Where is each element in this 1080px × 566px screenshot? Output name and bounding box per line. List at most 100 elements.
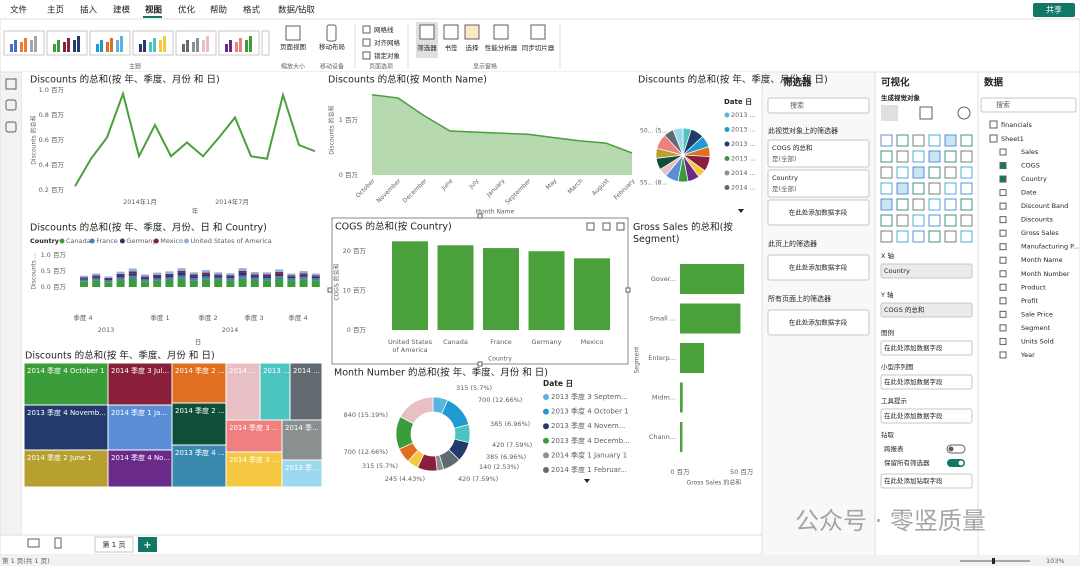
table-name[interactable]: Sheet1 [1001,135,1024,143]
menu-item[interactable]: 优化 [178,5,196,16]
visual-type-icon[interactable] [896,214,909,227]
visual-type-icon[interactable] [880,134,893,147]
checkbox-label[interactable]: 网格线 [374,25,394,34]
theme-dropdown[interactable] [261,30,270,56]
more-icon[interactable] [616,222,625,231]
search-placeholder[interactable]: 搜索 [996,100,1010,109]
ribbon-button[interactable]: 书签 [445,43,459,52]
visual-type-icon[interactable] [880,182,893,195]
menu-item[interactable]: 建模 [113,5,131,16]
field-checkbox[interactable] [999,148,1007,156]
checkbox-label[interactable]: 对齐网格 [374,38,401,47]
treemap-cell[interactable] [171,444,227,488]
drop-zone[interactable] [880,340,973,356]
field-name[interactable]: Profit [1021,297,1038,305]
visual-type-icon[interactable] [928,182,941,195]
treemap-cell[interactable] [289,362,323,421]
field-checkbox[interactable] [999,256,1007,264]
bar[interactable] [528,251,565,330]
view-icon[interactable] [5,121,17,133]
visual-type-icon[interactable] [912,182,925,195]
visual-type-icon[interactable] [880,214,893,227]
analytics-tab[interactable] [957,106,971,120]
field-checkbox[interactable] [999,310,1007,318]
field-checkbox[interactable] [999,189,1007,197]
visual-type-icon[interactable] [944,166,957,179]
mobile-icon[interactable] [326,24,337,42]
drop-zone-label[interactable]: 在此处添加数据字段 [884,377,943,386]
field-well[interactable] [880,302,973,318]
visual-type-icon[interactable] [880,166,893,179]
ribbon-button[interactable]: 同步切片器 [522,43,555,52]
visual-type-icon[interactable] [896,230,909,243]
visual-type-icon[interactable] [944,230,957,243]
treemap-cell[interactable] [171,402,227,446]
build-tab-active[interactable] [881,105,898,121]
field-checkbox[interactable] [999,270,1007,278]
field-checkbox[interactable] [999,202,1007,210]
drop-zone-label[interactable]: 在此处添加数据字段 [789,318,848,327]
visual-type-icon[interactable] [912,134,925,147]
visual-type-icon[interactable] [960,134,973,147]
field-checkbox[interactable] [999,216,1007,224]
treemap-cell[interactable] [225,419,283,453]
bar[interactable] [574,258,610,330]
visual-type-icon[interactable] [928,150,941,163]
desktop-view-icon[interactable] [27,538,40,548]
filter-card[interactable] [767,169,870,198]
field-checkbox[interactable] [999,162,1007,170]
field-checkbox[interactable] [999,297,1007,305]
visual-type-icon[interactable] [928,198,941,211]
drop-zone-label[interactable]: 在此处添加数据字段 [789,208,848,217]
visual-type-icon[interactable] [944,150,957,163]
visual-type-icon[interactable] [880,230,893,243]
well-field[interactable]: COGS 的总和 [884,305,924,314]
field-name[interactable]: Units Sold [1021,337,1054,345]
field-name[interactable]: Country [1021,175,1047,183]
visual-type-icon[interactable] [944,134,957,147]
bar[interactable] [437,245,474,330]
treemap-cell[interactable] [107,362,173,406]
treemap-cell[interactable] [225,451,283,488]
visual-type-icon[interactable] [960,166,973,179]
ribbon-button[interactable]: 性能分析器 [485,43,518,52]
add-page-button[interactable] [138,537,157,552]
visual-type-icon[interactable] [880,150,893,163]
field-checkbox[interactable] [999,351,1007,359]
bar[interactable] [483,248,519,330]
visual-type-icon[interactable] [960,182,973,195]
treemap-cell[interactable] [225,362,261,421]
menu-item[interactable]: 插入 [80,5,98,16]
treemap-cell[interactable] [259,362,291,421]
field-name[interactable]: Manufacturing P... [1021,243,1079,251]
field-checkbox[interactable] [999,283,1007,291]
filter-icon[interactable] [586,222,595,231]
search-box[interactable] [980,97,1077,113]
field-name[interactable]: Date [1021,189,1037,197]
menu-item[interactable]: 帮助 [210,5,227,16]
field-name[interactable]: Segment [1021,324,1051,332]
drop-zone[interactable] [767,199,870,226]
bar[interactable] [680,343,705,373]
checkbox[interactable] [362,25,371,34]
search-box[interactable] [767,97,870,114]
table-name[interactable]: financials [1001,121,1032,129]
ribbon-button[interactable]: 筛选器 [417,43,437,52]
bar[interactable] [392,241,428,330]
view-icon[interactable] [5,78,17,90]
drop-zone-label[interactable]: 在此处添加钻取字段 [884,476,943,485]
field-checkbox[interactable] [999,243,1007,251]
drop-zone[interactable] [880,473,973,489]
field-checkbox[interactable] [999,175,1007,183]
field-name[interactable]: COGS [1021,162,1040,170]
visual-type-icon[interactable] [928,214,941,227]
pane-icon[interactable] [464,24,480,40]
field-well[interactable] [880,263,973,279]
visual-type-icon[interactable] [896,182,909,195]
pane-icon[interactable] [443,24,459,40]
field-name[interactable]: Year [1020,351,1035,359]
resize-handle[interactable] [327,287,333,293]
checkbox[interactable] [362,38,371,47]
field-name[interactable]: Sale Price [1021,310,1053,318]
drop-zone-label[interactable]: 在此处添加数据字段 [884,411,943,420]
